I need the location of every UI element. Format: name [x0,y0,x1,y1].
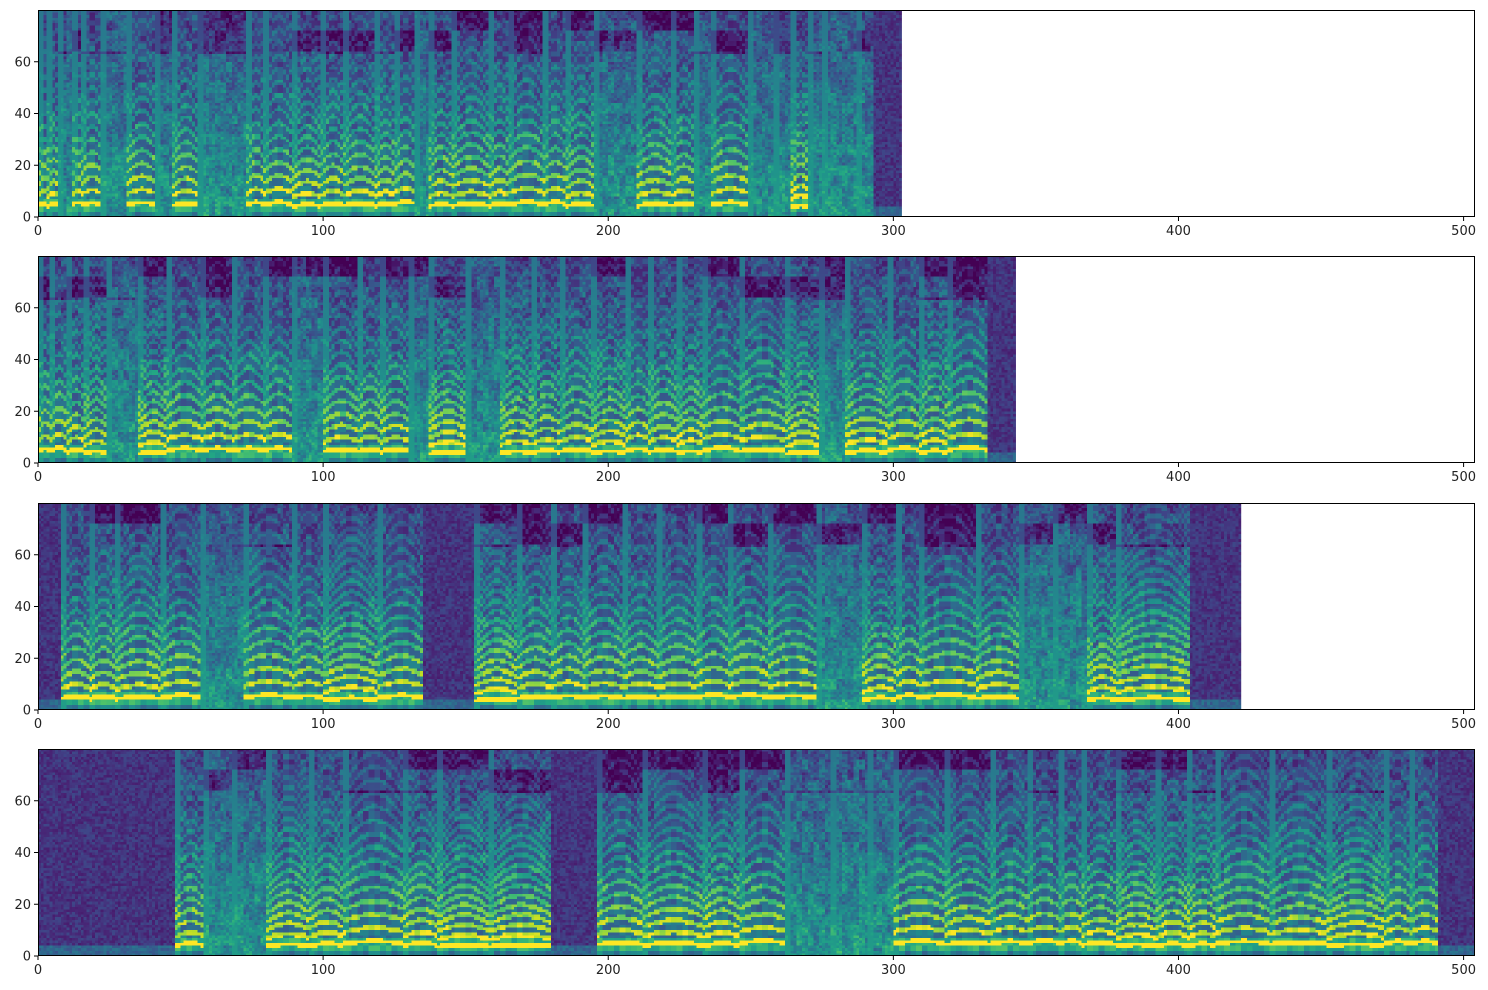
x-tick-label: 300 [881,470,906,485]
y-tick-label: 40 [14,846,31,861]
spectrogram-image [38,749,1475,956]
x-tick-label: 300 [881,224,906,239]
y-tick-label: 60 [14,794,31,809]
spectrogram-image [38,256,1016,463]
axes-frame [38,256,1475,463]
y-tick-label: 20 [14,405,31,420]
x-tick-label: 200 [596,224,621,239]
spectrogram-panel-1: 0 100 200 300 400 500 0 20 40 60 [14,10,1476,239]
spectrogram-image [38,10,902,217]
y-tick-label: 60 [14,55,31,70]
y-tick-label: 40 [14,107,31,122]
x-tick-label: 400 [1166,224,1191,239]
y-tick-label: 60 [14,301,31,316]
x-tick-label: 400 [1166,470,1191,485]
axes-frame [38,503,1475,710]
x-tick-label: 200 [596,963,621,978]
x-tick-label: 200 [596,470,621,485]
x-tick-label: 500 [1451,224,1476,239]
axes-frame [38,10,1475,217]
y-tick-label: 0 [23,211,31,226]
y-tick-label: 0 [23,704,31,719]
x-tick-label: 200 [596,717,621,732]
x-tick-label: 0 [34,470,42,485]
y-tick-label: 20 [14,159,31,174]
spectrogram-panel-4: 0 100 200 300 400 500 0 20 40 60 [14,749,1476,978]
x-tick-label: 500 [1451,470,1476,485]
y-tick-label: 40 [14,353,31,368]
x-tick-label: 100 [311,470,336,485]
spectrogram-image [38,503,1242,710]
y-tick-label: 20 [14,898,31,913]
spectrogram-panel-3: 0 100 200 300 400 500 0 20 40 60 [14,503,1476,732]
y-tick-label: 0 [23,950,31,965]
x-tick-label: 500 [1451,963,1476,978]
y-tick-label: 60 [14,548,31,563]
x-tick-label: 100 [311,224,336,239]
y-tick-label: 0 [23,457,31,472]
x-tick-label: 500 [1451,717,1476,732]
x-tick-label: 100 [311,963,336,978]
spectrogram-panel-2: 0 100 200 300 400 500 0 20 40 60 [14,256,1476,485]
x-tick-label: 400 [1166,717,1191,732]
y-tick-label: 40 [14,600,31,615]
x-tick-label: 400 [1166,963,1191,978]
x-tick-label: 300 [881,717,906,732]
x-tick-label: 0 [34,963,42,978]
x-tick-label: 0 [34,224,42,239]
y-tick-label: 20 [14,652,31,667]
axes-frame [38,749,1475,956]
x-tick-label: 0 [34,717,42,732]
x-tick-label: 300 [881,963,906,978]
x-tick-label: 100 [311,717,336,732]
